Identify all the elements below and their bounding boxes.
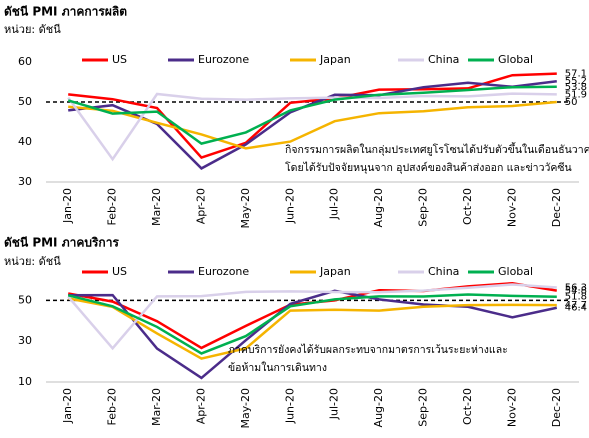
legend-label: Global — [498, 265, 533, 278]
value-label: 55.2 — [565, 76, 587, 87]
x-tick-label: Nov-20 — [505, 188, 518, 227]
y-tick-label: 50 — [18, 95, 32, 108]
legend-label: US — [112, 265, 127, 278]
series-line — [67, 293, 557, 355]
y-tick-label: 50 — [18, 293, 32, 306]
series-line — [67, 283, 557, 351]
x-tick-label: Jan-20 — [61, 388, 74, 424]
annotation: ข้อห้ามในการเดินทาง — [228, 361, 327, 374]
x-tick-label: Mar-20 — [150, 188, 163, 226]
y-tick-label: 30 — [18, 175, 32, 188]
y-axis-label: หน่วย: ดัชนี — [4, 255, 61, 268]
legend-label: Japan — [319, 53, 351, 66]
x-tick-label: Jan-20 — [61, 188, 74, 224]
annotation: กิจกรรมการผลิตในกลุ่มประเทศยูโรโซนได้ปรั… — [285, 142, 589, 156]
value-label: 46.4 — [565, 303, 587, 314]
annotation: ภาคบริการยังคงได้รับผลกระทบจากมาตรการเว้… — [228, 343, 508, 356]
x-tick-label: Dec-20 — [550, 388, 563, 427]
x-tick-label: Oct-20 — [461, 188, 474, 225]
x-tick-label: Nov-20 — [505, 388, 518, 427]
legend-label: China — [428, 265, 459, 278]
chart-title: ดัชนี PMI ภาคการผลิต — [4, 5, 127, 19]
legend-label: Eurozone — [198, 265, 249, 278]
value-label: 53.8 — [565, 82, 587, 93]
value-label: 54.8 — [565, 286, 587, 297]
value-label: 51.8 — [565, 292, 587, 303]
x-tick-label: Apr-20 — [194, 388, 207, 424]
x-tick-label: Oct-20 — [461, 388, 474, 425]
value-label: 56.3 — [565, 283, 587, 294]
x-tick-label: Feb-20 — [106, 188, 119, 225]
x-tick-label: Sep-20 — [417, 388, 430, 427]
x-tick-label: Jul-20 — [328, 188, 341, 220]
y-tick-label: 40 — [18, 135, 32, 148]
series-line — [68, 289, 558, 380]
series-line — [67, 85, 557, 145]
legend-label: Eurozone — [198, 53, 249, 66]
x-tick-label: May-20 — [239, 188, 252, 229]
x-tick-label: Mar-20 — [150, 388, 163, 426]
x-tick-label: Aug-20 — [372, 388, 385, 427]
y-axis-label: หน่วย: ดัชนี — [4, 23, 61, 36]
x-tick-label: Apr-20 — [194, 188, 207, 224]
annotation: โดยได้รับปัจจัยหนุนจาก อุปสงค์ของสินค้าส… — [285, 161, 572, 174]
x-tick-label: Dec-20 — [550, 188, 563, 227]
legend-label: Global — [498, 53, 533, 66]
x-tick-label: May-20 — [239, 388, 252, 429]
value-label: 50 — [565, 97, 578, 108]
x-tick-label: Feb-20 — [106, 388, 119, 425]
x-tick-label: Sep-20 — [417, 188, 430, 227]
x-tick-label: Aug-20 — [372, 188, 385, 227]
series-line — [67, 297, 557, 360]
y-tick-label: 60 — [18, 55, 32, 68]
y-tick-label: 30 — [18, 334, 32, 347]
legend-label: China — [428, 53, 459, 66]
x-tick-label: Jun-20 — [283, 188, 296, 224]
chart-title: ดัชนี PMI ภาคบริการ — [4, 236, 119, 250]
y-tick-label: 10 — [18, 375, 32, 388]
value-label: 47.7 — [565, 300, 587, 311]
legend-label: Japan — [319, 265, 351, 278]
series-line — [67, 92, 557, 162]
value-label: 51.9 — [565, 89, 587, 100]
series-line — [68, 100, 557, 150]
legend-label: US — [112, 53, 127, 66]
x-tick-label: Jul-20 — [328, 388, 341, 420]
value-label: 57.1 — [565, 69, 587, 80]
x-tick-label: Jun-20 — [283, 388, 296, 424]
